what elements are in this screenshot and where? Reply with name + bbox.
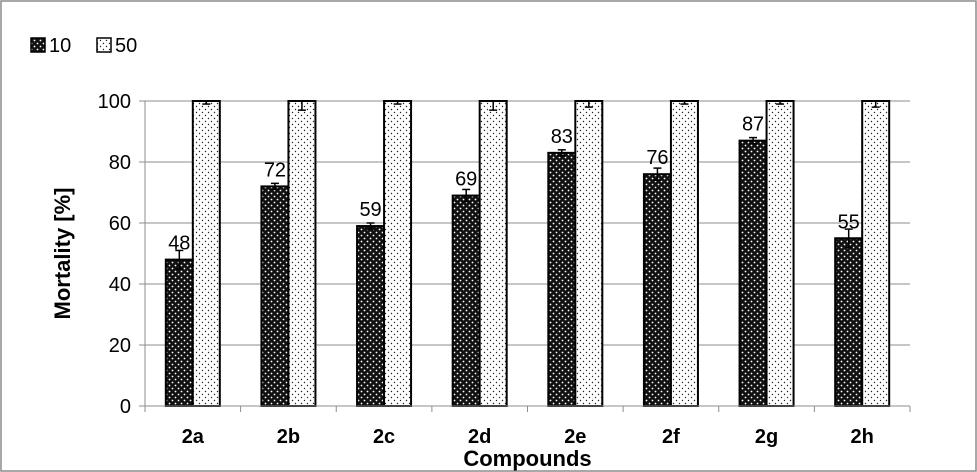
y-tick-label: 0 bbox=[120, 396, 131, 418]
legend-swatch bbox=[30, 37, 46, 53]
bar-series-50 bbox=[191, 100, 221, 407]
data-label: 76 bbox=[646, 147, 668, 169]
legend: 10 50 bbox=[30, 35, 137, 57]
bar-series-10 bbox=[260, 185, 290, 407]
x-axis-title: Compounds bbox=[463, 446, 591, 471]
x-tick-label: 2h bbox=[851, 426, 874, 448]
bar-series-10 bbox=[738, 139, 768, 407]
data-label: 87 bbox=[742, 114, 764, 136]
bar-series-50 bbox=[478, 100, 508, 407]
x-tick-label: 2e bbox=[564, 426, 586, 448]
bar-series-50 bbox=[765, 100, 795, 407]
bar-series-10 bbox=[356, 225, 386, 407]
x-tick-label: 2g bbox=[755, 426, 778, 448]
legend-label: 50 bbox=[115, 35, 137, 57]
legend-swatch bbox=[96, 37, 112, 53]
x-tick-label: 2d bbox=[468, 426, 491, 448]
bar-series-50 bbox=[287, 100, 317, 407]
bar-series-10 bbox=[834, 237, 864, 407]
bar-series-50 bbox=[861, 100, 891, 407]
bar-series-10 bbox=[547, 151, 577, 407]
labels: 0 20 40 60 80 100 48 2a 72 2b 59 2c 69 2d 83 2e 76 2f 87 2g… bbox=[50, 91, 874, 471]
bar-series-10 bbox=[164, 258, 194, 407]
data-label: 55 bbox=[838, 211, 860, 233]
bars bbox=[164, 100, 891, 407]
y-tick-label: 40 bbox=[109, 274, 131, 296]
bar-series-50 bbox=[383, 100, 413, 407]
data-label: 83 bbox=[551, 126, 573, 148]
x-tick-label: 2f bbox=[662, 426, 680, 448]
bar-series-50 bbox=[669, 100, 699, 407]
x-tick-label: 2c bbox=[373, 426, 395, 448]
axes bbox=[139, 100, 911, 412]
y-tick-label: 100 bbox=[98, 91, 131, 113]
x-tick-label: 2a bbox=[182, 426, 205, 448]
data-label: 48 bbox=[168, 233, 190, 255]
y-tick-label: 20 bbox=[109, 335, 131, 357]
y-axis-title: Mortality [%] bbox=[50, 188, 75, 320]
bar-series-50 bbox=[574, 100, 604, 407]
data-label: 69 bbox=[455, 169, 477, 191]
legend-label: 10 bbox=[49, 35, 71, 57]
y-tick-label: 60 bbox=[109, 213, 131, 235]
bar-series-10 bbox=[642, 173, 672, 407]
bar-series-10 bbox=[451, 194, 481, 407]
y-tick-label: 80 bbox=[109, 152, 131, 174]
data-label: 72 bbox=[264, 159, 286, 181]
data-label: 59 bbox=[359, 199, 381, 221]
x-tick-label: 2b bbox=[277, 426, 300, 448]
